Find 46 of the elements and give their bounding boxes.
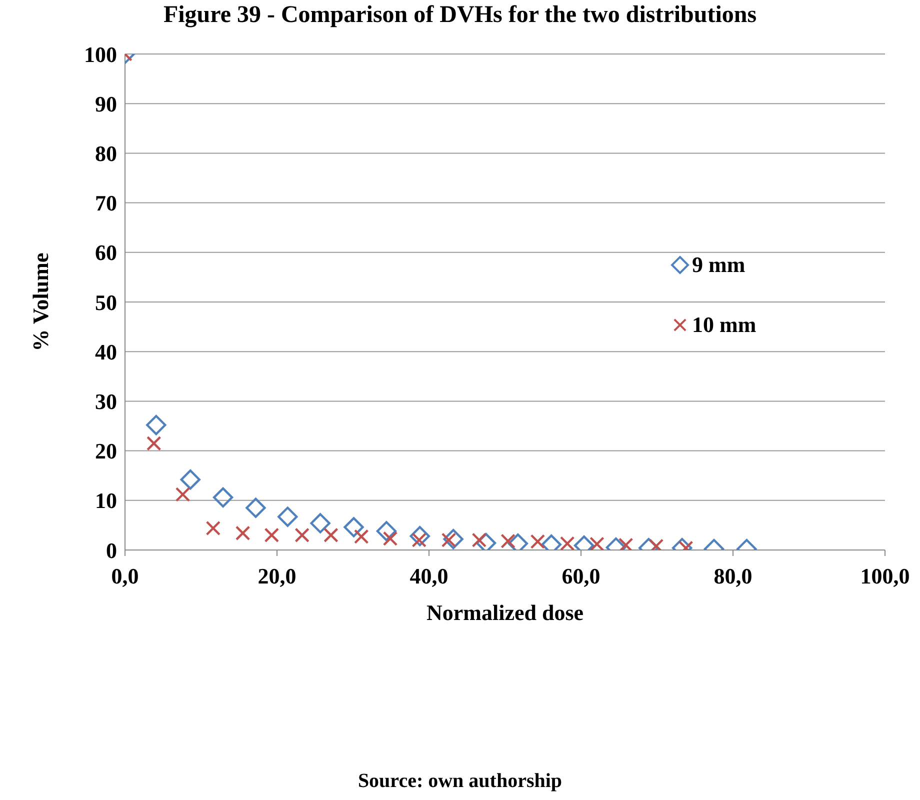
point — [246, 498, 266, 518]
point — [278, 506, 298, 527]
point — [175, 487, 190, 502]
x-axis-title: Normalized dose — [426, 600, 584, 625]
y-tick-label: 60 — [95, 240, 117, 266]
y-tick-label: 70 — [95, 190, 117, 216]
source-note: Source: own authorship — [356, 770, 564, 793]
point — [235, 526, 250, 541]
point — [212, 487, 234, 508]
point — [294, 528, 310, 543]
y-tick-label: 0 — [106, 538, 117, 563]
point — [618, 538, 634, 550]
x-tick-label: 0,0 — [111, 564, 139, 589]
point — [206, 520, 221, 536]
x-tick-label: 80,0 — [714, 564, 752, 589]
point — [344, 517, 364, 538]
y-tick-label: 20 — [95, 438, 117, 464]
x-tick-label: 60,0 — [562, 564, 600, 589]
x-tick-label: 40,0 — [410, 564, 448, 589]
y-tick-label: 40 — [95, 339, 117, 364]
y-tick-label: 50 — [95, 290, 117, 315]
point — [310, 513, 330, 534]
point — [146, 414, 166, 436]
point — [146, 436, 162, 451]
y-tick-label: 90 — [95, 91, 117, 116]
point — [530, 534, 546, 549]
point — [590, 536, 604, 550]
point — [560, 536, 575, 550]
chart-title: Figure 39 - Comparison of DVHs for the two distributions — [162, 1, 758, 30]
point — [443, 528, 464, 550]
x-tick-label: 100,0 — [860, 564, 910, 589]
y-tick-label: 30 — [95, 389, 117, 414]
point — [354, 529, 369, 544]
x-tick-label: 20,0 — [258, 564, 296, 589]
y-tick-label: 100 — [84, 42, 117, 67]
legend-label: 10 mm — [692, 312, 756, 338]
y-axis-title: % Volume — [28, 252, 53, 352]
point — [264, 528, 280, 543]
point — [180, 469, 200, 490]
y-tick-label: 80 — [95, 141, 117, 166]
point — [324, 528, 338, 543]
point — [500, 534, 516, 548]
y-tick-label: 10 — [95, 488, 117, 514]
legend-label: 9 mm — [692, 252, 746, 278]
point — [410, 526, 430, 546]
point — [376, 521, 397, 542]
